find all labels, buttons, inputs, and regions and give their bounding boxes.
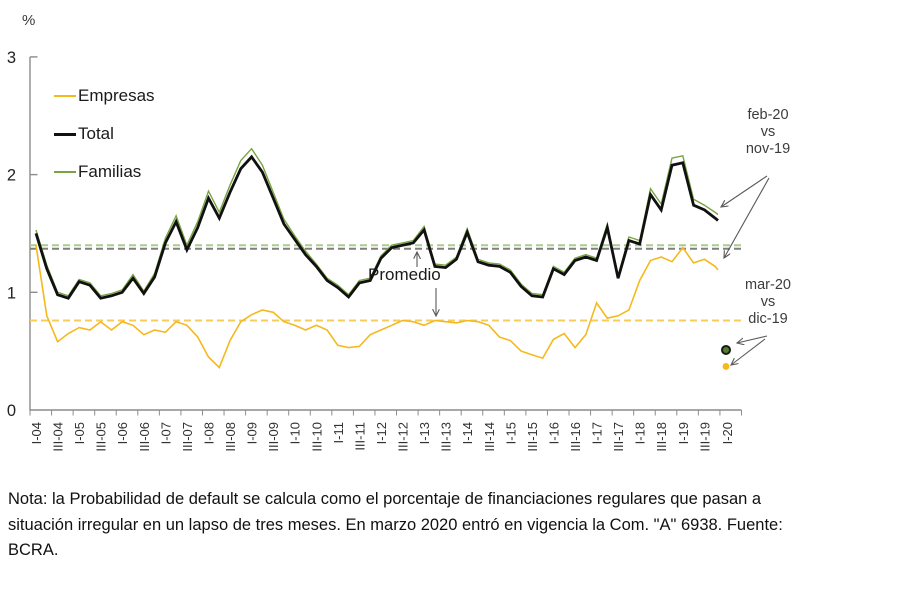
- x-axis-label: I-13: [417, 422, 432, 444]
- total-line-swatch: [54, 132, 76, 136]
- x-axis-label: I-06: [115, 422, 130, 444]
- mar20-dot-total-familias: [721, 344, 731, 355]
- x-axis-label: III-05: [94, 422, 109, 452]
- x-axis-label: I-05: [72, 422, 87, 444]
- x-axis-label: I-16: [546, 422, 561, 444]
- series-line-empresas: [35, 245, 719, 370]
- axes: [29, 56, 742, 411]
- y-tick-label: 1: [7, 284, 16, 302]
- x-axis-label: III-11: [352, 422, 367, 451]
- default-probability-chart: 0 1 2 3 I-04 III-04 I-05 III-05 I-06 III-06 I-07 II…: [7, 49, 770, 452]
- legend-item-total: Total: [54, 124, 114, 144]
- x-axis-label: I-14: [460, 422, 475, 444]
- y-tick-label: 0: [7, 402, 16, 420]
- average-lines-label: Promedio: [368, 265, 441, 284]
- x-axis-label: III-16: [568, 422, 583, 452]
- x-axis-label: I-12: [374, 422, 389, 444]
- x-axis-label: I-07: [158, 422, 173, 444]
- x-axis-label: III-10: [309, 422, 324, 452]
- x-axis-label: III-08: [223, 422, 238, 452]
- annotation-feb20-line3: nov-19: [745, 141, 791, 157]
- x-axis-label: I-11: [331, 422, 346, 443]
- x-axis-label: III-06: [137, 422, 152, 452]
- y-axis-unit-label: %: [22, 12, 36, 29]
- footnote-text: Nota: la Probabilidad de default se calc…: [8, 490, 783, 559]
- legend-item-empresas: Empresas: [54, 86, 155, 106]
- legend-label-empresas: Empresas: [78, 86, 155, 105]
- x-axis-label: I-15: [503, 422, 518, 444]
- x-axis-label: I-18: [633, 422, 648, 444]
- annotation-feb20-line2: vs: [760, 124, 776, 140]
- x-axis-label: III-18: [654, 422, 669, 452]
- x-axis-label: III-17: [611, 422, 626, 452]
- x-axis-label: I-09: [245, 422, 260, 444]
- series-line-total: [34, 154, 719, 300]
- empresas-line-swatch: [54, 95, 76, 97]
- x-axis-label: III-12: [396, 422, 411, 452]
- x-axis-label: I-04: [29, 422, 44, 444]
- x-axis-label: I-19: [676, 422, 691, 444]
- arrow-mar20-to-green-dot: [737, 335, 768, 343]
- x-axis-label: III-13: [439, 422, 454, 452]
- arrow-mar20-to-yellow-dot: [731, 338, 766, 365]
- annotation-feb20-vs-nov19: feb-20 vs nov-19: [720, 107, 816, 158]
- annotation-feb20-line1: feb-20: [747, 107, 789, 123]
- legend-item-familias: Familias: [54, 162, 141, 182]
- mar20-dot-empresas: [722, 363, 730, 370]
- x-axis-label: I-10: [288, 422, 303, 444]
- annotation-mar20-vs-dic19: mar-20 vs dic-19: [720, 277, 816, 328]
- x-axis-label: III-14: [482, 422, 497, 452]
- annotation-mar20-line1: mar-20: [745, 277, 791, 293]
- x-axis-label: III-09: [266, 422, 281, 452]
- arrow-feb20-to-empresas-line: [724, 177, 770, 258]
- legend-label-total: Total: [78, 124, 114, 143]
- y-tick-label: 3: [7, 49, 16, 67]
- annotation-mar20-line2: vs: [760, 294, 776, 310]
- x-axis-label: I-08: [201, 422, 216, 444]
- x-axis-label: I-17: [590, 422, 605, 444]
- legend-label-familias: Familias: [78, 162, 142, 181]
- x-axis-label: III-07: [180, 422, 195, 452]
- x-axis-label: III-19: [697, 422, 712, 452]
- x-axis-label: I-20: [720, 422, 735, 444]
- familias-line-swatch: [54, 171, 76, 173]
- x-axis-label: III-04: [51, 422, 66, 452]
- arrow-feb20-to-total-line: [721, 175, 768, 207]
- y-tick-label: 2: [7, 167, 16, 185]
- x-axis-label: III-15: [525, 422, 540, 452]
- annotation-mar20-line3: dic-19: [748, 311, 788, 327]
